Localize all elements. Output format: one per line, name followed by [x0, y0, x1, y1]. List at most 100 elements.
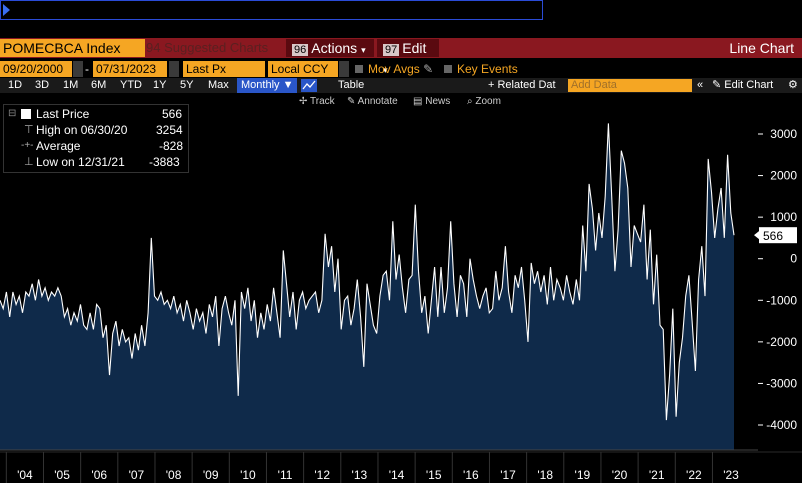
last-value-pointer	[754, 231, 759, 240]
y-tick-label: -1000	[766, 293, 797, 307]
zoom-tool[interactable]: ⌕ Zoom	[467, 96, 501, 108]
chart-type-label: Line Chart	[729, 40, 794, 56]
x-tick-label: '17	[500, 468, 516, 482]
calendar-icon[interactable]	[73, 61, 83, 77]
news-tool[interactable]: ▤ News	[413, 96, 450, 108]
legend-avg-label: Average	[36, 139, 81, 153]
date-separator: -	[85, 62, 89, 76]
track-tool[interactable]: ✢ Track	[299, 96, 335, 108]
x-tick-label: '19	[575, 468, 591, 482]
related-data-button[interactable]: + Related Dat	[488, 79, 556, 91]
frequency-select[interactable]: Monthly ▼	[237, 78, 297, 93]
line-chart-glyph	[302, 80, 316, 90]
y-axis-panel	[758, 110, 802, 450]
actions-button[interactable]: 96 Actions ▾	[286, 39, 374, 57]
x-tick-label: '14	[389, 468, 405, 482]
legend-low-value: -3883	[149, 155, 180, 169]
period-6m[interactable]: 6M	[91, 79, 107, 91]
legend-avg-value: -828	[159, 139, 184, 153]
add-data-input[interactable]: Add Data	[568, 79, 692, 92]
x-tick-label: '21	[649, 468, 665, 482]
x-tick-label: '08	[166, 468, 182, 482]
end-date-field[interactable]: 07/31/2023	[93, 61, 167, 77]
table-button[interactable]: Table	[338, 79, 365, 91]
legend-high-label: High on 06/30/20	[36, 123, 128, 137]
x-tick-label: '12	[314, 468, 330, 482]
edit-caret-icon: ▾	[383, 65, 388, 75]
mov-avgs-toggle[interactable]: Mov Avgs ✎	[355, 61, 433, 77]
calendar-icon[interactable]	[169, 61, 179, 77]
ticker-field[interactable]: POMECBCA Index	[0, 39, 145, 57]
chart-series	[0, 123, 735, 451]
legend-high-value: 3254	[156, 123, 183, 137]
command-cursor-icon	[3, 4, 10, 16]
edit-chart-label: Edit Chart	[724, 79, 774, 91]
x-tick-label: '06	[91, 468, 107, 482]
y-tick-label: -4000	[766, 418, 797, 432]
edit-chart-button[interactable]: ✎ Edit Chart	[712, 78, 773, 93]
x-tick-label: '23	[723, 468, 739, 482]
period-5y[interactable]: 5Y	[180, 79, 194, 91]
pencil-icon: ✎	[347, 96, 356, 107]
period-1m[interactable]: 1M	[63, 79, 79, 91]
magnifier-icon: ⌕	[467, 96, 473, 107]
mov-avgs-label: Mov Avgs	[368, 62, 420, 76]
period-3d[interactable]: 3D	[35, 79, 50, 91]
period-max[interactable]: Max	[208, 79, 229, 91]
edit-button[interactable]: 97 Edit ▾	[377, 39, 439, 75]
x-tick-label: '07	[129, 468, 145, 482]
legend-last-label: Last Price	[36, 107, 90, 121]
y-tick-label: 3000	[770, 127, 797, 141]
suggested-charts-label: Suggested Charts	[164, 40, 269, 55]
annotate-tool[interactable]: ✎ Annotate	[347, 96, 398, 108]
field-select[interactable]: Last Px	[183, 61, 265, 77]
command-line[interactable]	[0, 0, 543, 20]
y-tick-label: -3000	[766, 376, 797, 390]
actions-caret-icon: ▾	[361, 45, 366, 55]
line-chart-icon[interactable]	[301, 79, 317, 92]
suggested-charts-button[interactable]: 94 Suggested Charts	[146, 39, 268, 57]
news-icon: ▤	[413, 96, 423, 107]
settings-gear-icon[interactable]: ⚙	[788, 79, 798, 91]
edit-label: Edit	[402, 40, 427, 56]
x-tick-label: '18	[537, 468, 553, 482]
news-label: News	[425, 96, 451, 107]
x-tick-label: '09	[203, 468, 219, 482]
legend-collapse-icon[interactable]: ⊟	[8, 108, 17, 119]
key-events-label: Key Events	[457, 62, 518, 76]
average-marker-icon: -+-	[21, 140, 34, 151]
crosshair-icon: ✢	[299, 96, 308, 107]
legend-swatch	[21, 109, 31, 119]
annotate-label: Annotate	[357, 96, 398, 107]
legend-box: ⊟ Last Price 566 ⊤ High on 06/30/20 3254…	[3, 104, 189, 173]
key-events-toggle[interactable]: Key Events	[444, 61, 518, 77]
x-tick-label: '11	[278, 468, 293, 482]
currency-select[interactable]: Local CCY	[268, 61, 338, 77]
period-1y[interactable]: 1Y	[153, 79, 167, 91]
low-marker-icon: ⊥	[24, 156, 34, 168]
period-ytd[interactable]: YTD	[120, 79, 142, 91]
legend-low-label: Low on 12/31/21	[36, 155, 125, 169]
y-tick-label: 1000	[770, 210, 797, 224]
last-value-tag: 566	[754, 227, 797, 244]
y-axis-ticks: 3000 2000 1000 0 -1000 -2000 -3000 -4000	[758, 127, 797, 432]
checkbox-icon	[444, 65, 452, 73]
pencil-icon: ✎	[712, 79, 722, 91]
period-1d[interactable]: 1D	[8, 79, 23, 91]
x-tick-label: '13	[352, 468, 368, 482]
actions-label: Actions	[311, 40, 358, 56]
x-axis-ticks: '04 '05 '06 '07 '08 '09 '10 '11 '12 '13 '14 '15 '16 '…	[5, 452, 739, 483]
track-label: Track	[310, 96, 335, 107]
currency-dropdown-icon[interactable]	[339, 61, 349, 77]
zoom-label: Zoom	[475, 96, 501, 107]
start-date-field[interactable]: 09/20/2000	[0, 61, 72, 77]
collapse-icon[interactable]: «	[697, 79, 704, 91]
y-tick-label: -2000	[766, 335, 797, 349]
x-tick-label: '10	[240, 468, 256, 482]
last-value-text: 566	[763, 229, 783, 243]
suggested-charts-num: 94	[146, 40, 161, 55]
checkbox-icon	[355, 65, 363, 73]
y-tick-label: 0	[790, 252, 797, 266]
y-tick-label: 2000	[770, 169, 797, 183]
